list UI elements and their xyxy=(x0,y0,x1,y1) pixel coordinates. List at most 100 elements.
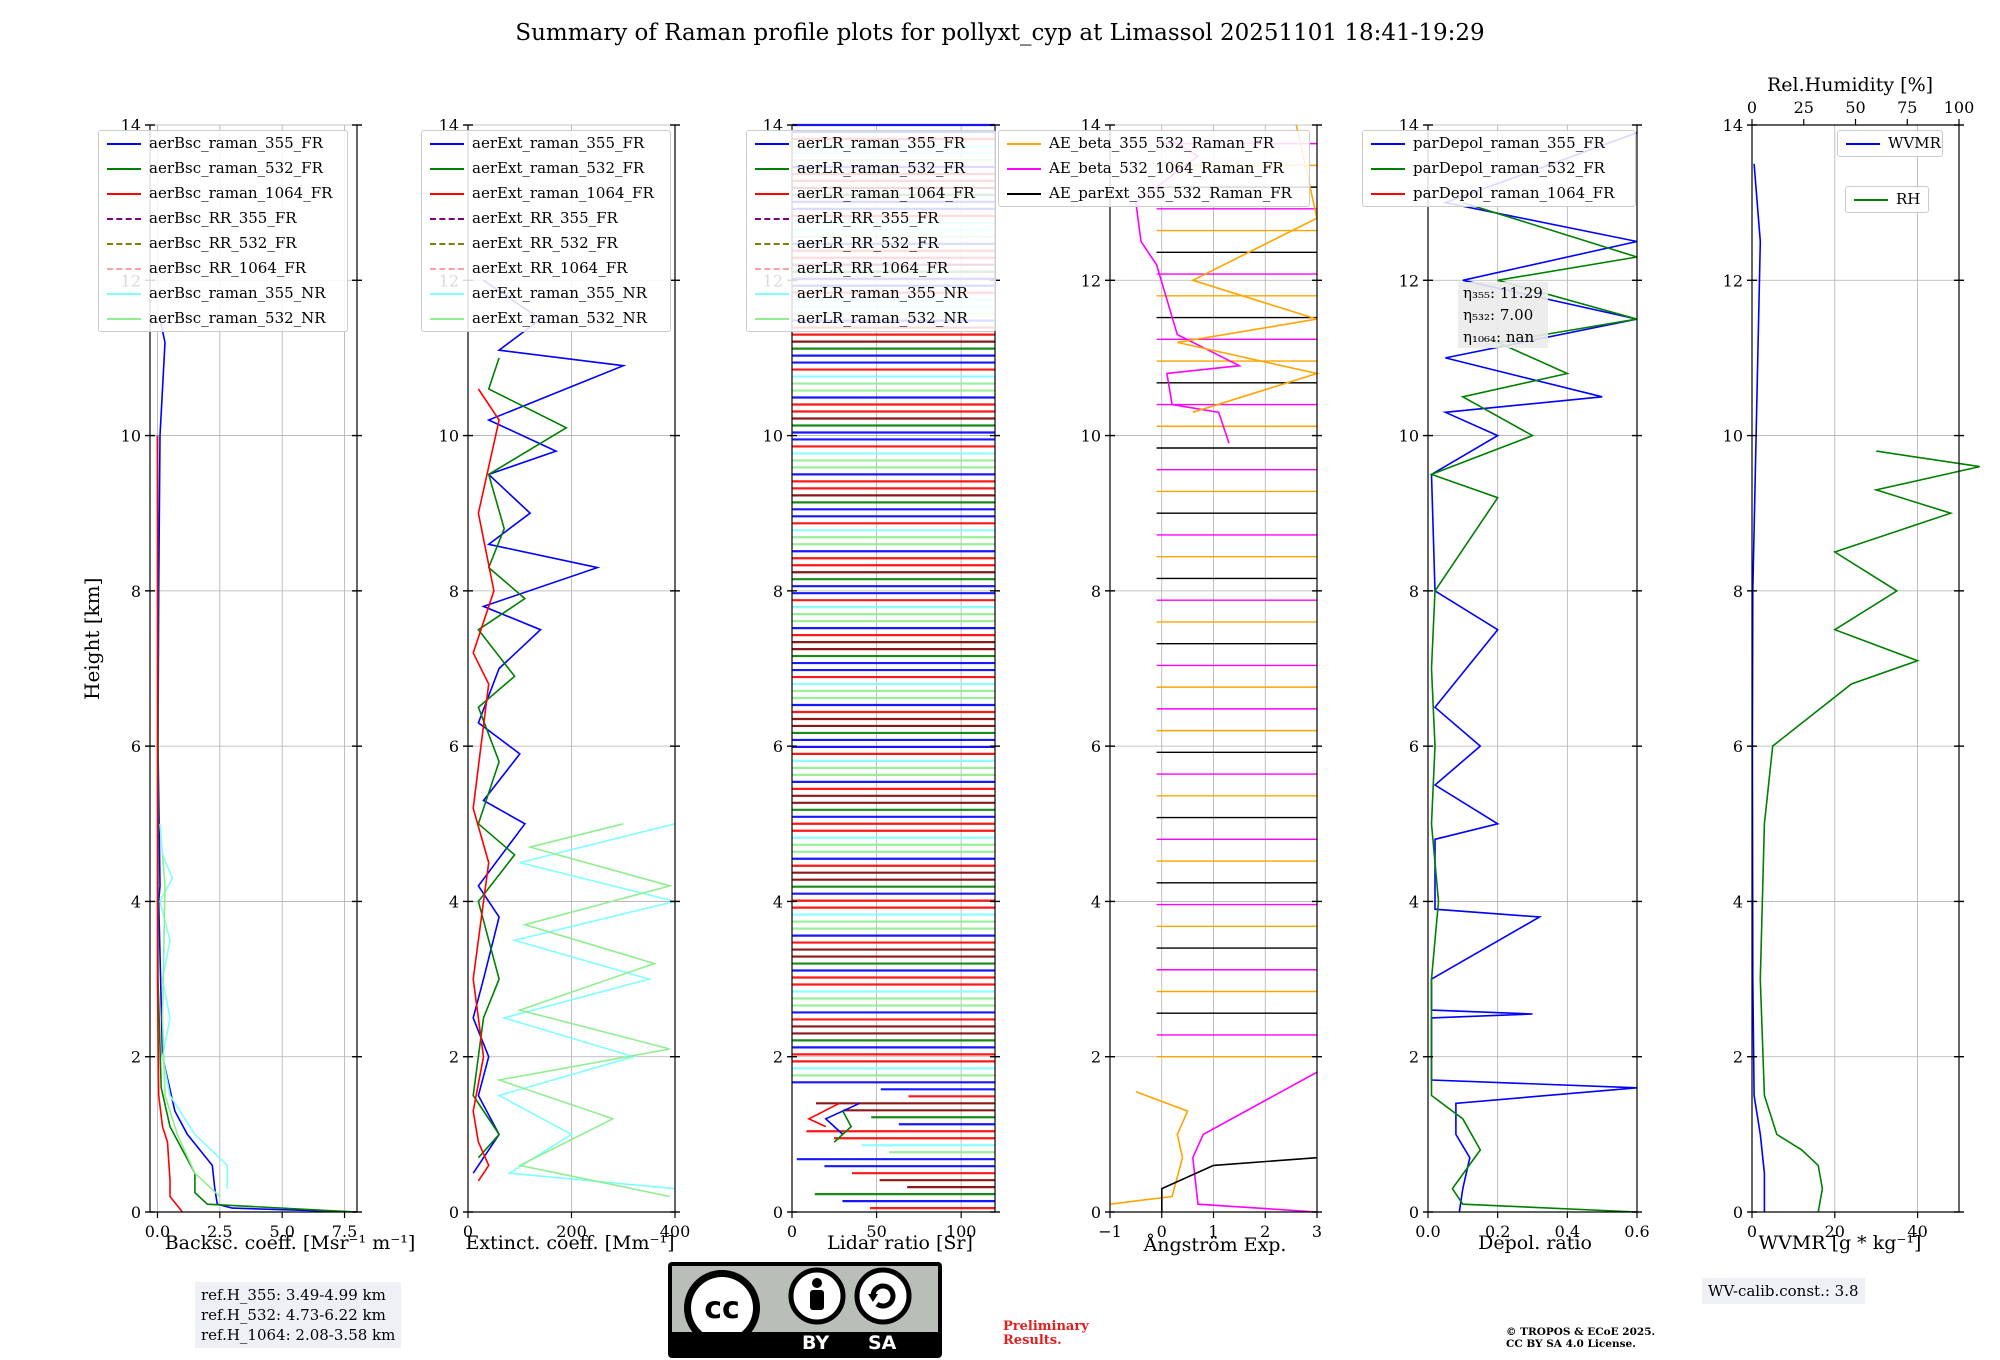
legend-label: aerExt_raman_532_FR xyxy=(472,159,645,177)
y-tick-label: 12 xyxy=(1399,271,1419,290)
y-tick-label: 10 xyxy=(121,427,141,446)
y-tick-label: 8 xyxy=(1409,582,1419,601)
series-line-aerBsc_raman_532_FR xyxy=(156,435,358,1213)
legend-swatch xyxy=(107,193,141,195)
legend-entry: aerBsc_RR_532_FR xyxy=(99,231,347,256)
top-tick-label: 50 xyxy=(1845,98,1865,117)
y-tick-label: 6 xyxy=(1409,737,1419,756)
eta-1064: η₁₀₆₄: nan xyxy=(1463,328,1535,346)
legend-swatch xyxy=(755,293,789,295)
legend-label: aerBsc_raman_532_FR xyxy=(149,159,323,177)
legend-swatch xyxy=(755,143,789,145)
x-tick-label: 20 xyxy=(1825,1222,1845,1241)
legend-swatch xyxy=(1007,168,1041,170)
x-tick-label: 0.2 xyxy=(1485,1222,1510,1241)
x-tick-label: 0.4 xyxy=(1555,1222,1580,1241)
top-tick-label: 0 xyxy=(1747,98,1757,117)
legend-label: aerLR_raman_1064_FR xyxy=(797,184,975,202)
legend-swatch xyxy=(107,293,141,295)
by-person-icon xyxy=(788,1267,846,1325)
x-tick-label: 5.0 xyxy=(269,1222,294,1241)
series-line-aerExt_raman_1064_FR xyxy=(472,388,500,1182)
y-tick-label: 2 xyxy=(1091,1048,1101,1067)
x-axis-label-lidar-ratio: Lidar ratio [Sr] xyxy=(827,1232,973,1254)
legend-entry: aerLR_RR_355_FR xyxy=(747,206,995,231)
legend-label: aerExt_raman_1064_FR xyxy=(472,184,654,202)
series-line-WVMR xyxy=(1751,163,1766,1212)
series-line-aerBsc_raman_355_NR xyxy=(159,823,229,1189)
series-line-aerExt_raman_355_NR xyxy=(496,823,676,1190)
x-tick-label: 100 xyxy=(946,1222,977,1241)
copyright-note: © TROPOS & ECoE 2025. CC BY SA 4.0 Licen… xyxy=(1506,1326,1655,1350)
legend-swatch xyxy=(755,318,789,320)
cc-badge-top: cc xyxy=(672,1266,938,1346)
cc-by-label: BY xyxy=(802,1332,830,1354)
legend-swatch xyxy=(107,268,141,270)
legend-label: aerBsc_raman_355_NR xyxy=(149,284,326,302)
x-tick-label: 0 xyxy=(1747,1222,1757,1241)
legend-entry: AE_beta_355_532_Raman_FR xyxy=(999,131,1309,156)
legend-label: aerLR_raman_355_FR xyxy=(797,134,966,152)
x-tick-label: 7.5 xyxy=(332,1222,357,1241)
legend-swatch xyxy=(755,218,789,220)
legend-label: aerBsc_raman_355_FR xyxy=(149,134,323,152)
y-tick-label: 4 xyxy=(1091,892,1101,911)
y-tick-label: 0 xyxy=(773,1203,783,1222)
legend-label: aerExt_raman_355_NR xyxy=(472,284,647,302)
legend-swatch xyxy=(430,168,464,170)
y-tick-label: 14 xyxy=(1723,116,1743,135)
y-tick-label: 2 xyxy=(773,1048,783,1067)
eta-355: η₃₅₅: 11.29 xyxy=(1463,284,1543,302)
legend-panel-1: aerExt_raman_355_FR aerExt_raman_532_FR ae… xyxy=(421,130,671,332)
x-tick-label: 400 xyxy=(660,1222,691,1241)
y-tick-label: 0 xyxy=(1409,1203,1419,1222)
ref-h-532: ref.H_532: 4.73-6.22 km xyxy=(201,1306,386,1324)
legend-entry: parDepol_raman_355_FR xyxy=(1363,131,1635,156)
legend-entry: aerLR_raman_532_FR xyxy=(747,156,995,181)
legend-label: RH xyxy=(1896,190,1921,208)
legend-entry: aerBsc_raman_355_NR xyxy=(99,281,347,306)
x-tick-label: 2 xyxy=(1260,1222,1270,1241)
legend-entry: parDepol_raman_532_FR xyxy=(1363,156,1635,181)
legend-entry: aerLR_RR_532_FR xyxy=(747,231,995,256)
legend-swatch xyxy=(1846,143,1880,145)
legend-swatch xyxy=(430,218,464,220)
series-line-AE_parExt_355_532_Raman_FR xyxy=(1161,1156,1318,1212)
y-tick-label: 0 xyxy=(131,1203,141,1222)
series-line-AE_beta_355_532_Raman_FR xyxy=(1109,1090,1189,1205)
legend-panel-2: aerLR_raman_355_FR aerLR_raman_532_FR aerL… xyxy=(746,130,996,332)
legend-label: AE_beta_532_1064_Raman_FR xyxy=(1049,159,1284,177)
legend-entry: AE_parExt_355_532_Raman_FR xyxy=(999,181,1309,206)
legend-entry: aerLR_raman_532_NR xyxy=(747,306,995,331)
legend-label: aerLR_raman_532_NR xyxy=(797,309,968,327)
legend-swatch xyxy=(430,293,464,295)
legend-swatch xyxy=(755,193,789,195)
x-axis-label-backscatter: Backsc. coeff. [Msr⁻¹ m⁻¹] xyxy=(164,1232,416,1254)
legend-swatch xyxy=(755,168,789,170)
legend-swatch xyxy=(107,318,141,320)
x-tick-label: 2.5 xyxy=(207,1222,232,1241)
legend-entry: aerLR_raman_1064_FR xyxy=(747,181,995,206)
legend-label: parDepol_raman_1064_FR xyxy=(1413,184,1615,202)
preliminary-line-2: Results. xyxy=(1003,1333,1062,1348)
legend-label: aerExt_raman_532_NR xyxy=(472,309,647,327)
series-line-aerLR_raman_1064_FR xyxy=(807,1102,840,1128)
top-tick-label: 25 xyxy=(1794,98,1814,117)
top-axis-label-rh: Rel.Humidity [%] xyxy=(1766,74,1934,96)
copyright-line-2: CC BY SA 4.0 License. xyxy=(1506,1338,1636,1350)
legend-panel-4: parDepol_raman_355_FR parDepol_raman_532_… xyxy=(1362,130,1636,207)
y-tick-label: 10 xyxy=(1399,427,1419,446)
legend-label: WVMR xyxy=(1888,134,1941,152)
y-tick-label: 4 xyxy=(1733,892,1743,911)
y-tick-label: 2 xyxy=(1409,1048,1419,1067)
y-tick-label: 2 xyxy=(449,1048,459,1067)
series-line-aerBsc_raman_532_NR xyxy=(161,854,221,1198)
legend-label: aerBsc_RR_355_FR xyxy=(149,209,297,227)
cc-sa-label: SA xyxy=(868,1332,897,1354)
legend-swatch xyxy=(1854,199,1888,201)
legend-swatch xyxy=(1371,143,1405,145)
y-tick-label: 0 xyxy=(1733,1203,1743,1222)
series-line-aerExt_raman_532_FR xyxy=(472,357,568,1159)
eta-532: η₅₃₂: 7.00 xyxy=(1463,306,1534,324)
legend-entry: aerExt_RR_532_FR xyxy=(422,231,670,256)
